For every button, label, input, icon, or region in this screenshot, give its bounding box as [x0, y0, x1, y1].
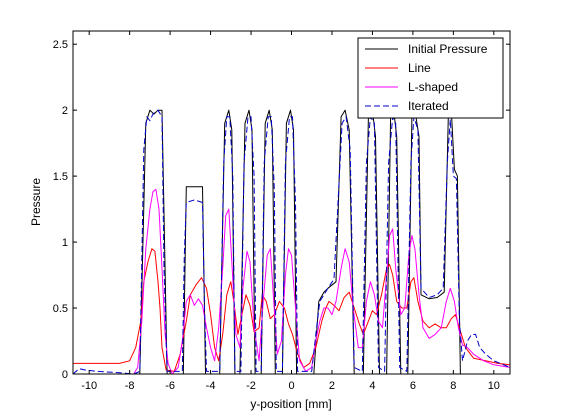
y-tick-label: 2: [62, 105, 68, 117]
legend-label-line: Line: [408, 61, 431, 75]
x-axis-label: y-position [mm]: [250, 397, 331, 411]
x-tick-label: 8: [450, 380, 456, 392]
ticks-layer: -10 -8 -6 -4 -2 0 2 4 6 8 10 0 0.5 1 1.5 2 2.5: [53, 31, 510, 392]
x-tick-label: 4: [369, 380, 375, 392]
series-line-iterated: [72, 109, 511, 375]
x-tick-label: -6: [165, 380, 175, 392]
x-tick-label: -10: [81, 380, 97, 392]
y-tick-label: 0.5: [53, 303, 68, 315]
x-tick-label: 6: [410, 380, 416, 392]
axes-box: [72, 30, 511, 375]
x-tick-label: -8: [125, 380, 135, 392]
y-tick-label: 0: [62, 369, 68, 381]
series-line-l-shaped: [73, 188, 511, 375]
x-tick-label: -2: [246, 380, 256, 392]
x-tick-label: -4: [206, 380, 216, 392]
legend-label-l-shaped: L-shaped: [408, 80, 458, 94]
x-tick-label: 10: [488, 380, 500, 392]
x-tick-label: 2: [329, 380, 335, 392]
legend-label-initial-pressure: Initial Pressure: [408, 42, 488, 56]
legend-label-iterated: Iterated: [408, 99, 449, 113]
y-axis-label: Pressure: [29, 178, 43, 226]
legend: Initial Pressure Line L-shaped Iterated: [357, 37, 504, 119]
y-tick-label: 1.5: [53, 171, 68, 183]
y-tick-label: 1: [62, 237, 68, 249]
x-tick-label: 0: [288, 380, 294, 392]
legend-box: [357, 37, 504, 119]
y-tick-label: 2.5: [53, 39, 68, 51]
